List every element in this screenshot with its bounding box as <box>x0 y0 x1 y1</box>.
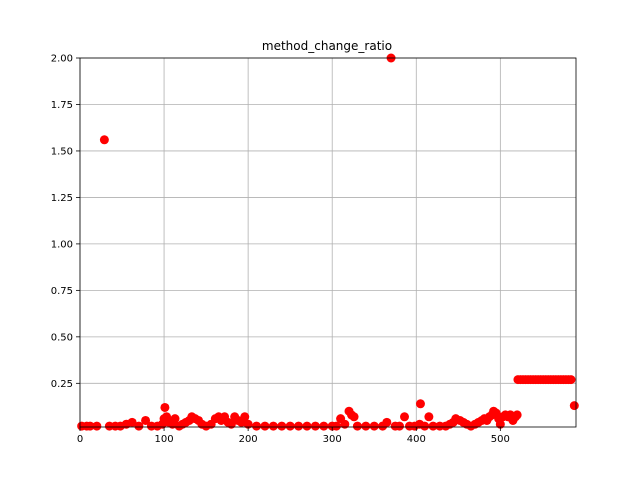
x-tick-label: 0 <box>77 434 83 445</box>
data-point <box>495 419 505 429</box>
data-point <box>226 419 236 429</box>
data-point <box>352 421 362 431</box>
data-point <box>252 421 262 431</box>
x-tick-label: 100 <box>155 434 174 445</box>
data-point <box>428 421 438 431</box>
data-point <box>99 135 109 145</box>
data-point <box>319 421 329 431</box>
data-point <box>420 421 430 431</box>
data-point <box>424 412 434 422</box>
data-point <box>302 421 312 431</box>
y-tick-label: 1.50 <box>51 146 73 157</box>
x-tick-label: 500 <box>491 434 510 445</box>
y-tick-label: 0.75 <box>51 286 73 297</box>
data-point <box>260 421 270 431</box>
data-point <box>369 421 379 431</box>
data-point <box>277 421 287 431</box>
data-point <box>127 417 137 427</box>
data-point <box>340 419 350 429</box>
data-point <box>134 421 144 431</box>
data-point <box>415 399 425 409</box>
data-point <box>240 412 250 422</box>
y-tick-label: 2.00 <box>51 54 73 65</box>
plot-area-frame <box>79 57 577 428</box>
data-point <box>170 414 180 424</box>
x-tick-label: 400 <box>407 434 426 445</box>
data-point <box>141 415 151 425</box>
y-tick-label: 0.50 <box>51 332 73 343</box>
data-point <box>285 421 295 431</box>
data-point <box>294 421 304 431</box>
data-point <box>512 410 522 420</box>
y-tick-label: 1.25 <box>51 193 73 204</box>
x-axis: 0 100 200 300 400 500 <box>77 427 510 445</box>
y-axis: 0.25 0.50 0.75 1.00 1.25 1.50 1.75 2.00 <box>51 54 80 390</box>
data-points <box>77 53 579 431</box>
data-point <box>310 421 320 431</box>
data-point <box>566 375 576 385</box>
data-point <box>243 419 253 429</box>
data-point <box>394 421 404 431</box>
data-point <box>331 421 341 431</box>
data-point <box>268 421 278 431</box>
grid-lines <box>79 57 576 427</box>
y-tick-label: 1.75 <box>51 100 73 111</box>
data-point <box>85 421 95 431</box>
data-point <box>349 412 359 422</box>
data-point <box>400 412 410 422</box>
data-point <box>382 417 392 427</box>
data-point <box>361 421 371 431</box>
y-tick-label: 0.25 <box>51 379 73 390</box>
x-tick-label: 300 <box>323 434 342 445</box>
data-point <box>569 401 579 411</box>
data-point <box>92 421 102 431</box>
y-tick-label: 1.00 <box>51 239 73 250</box>
chart-title: method_change_ratio <box>262 39 392 53</box>
data-point <box>160 402 170 412</box>
x-tick-label: 200 <box>239 434 258 445</box>
